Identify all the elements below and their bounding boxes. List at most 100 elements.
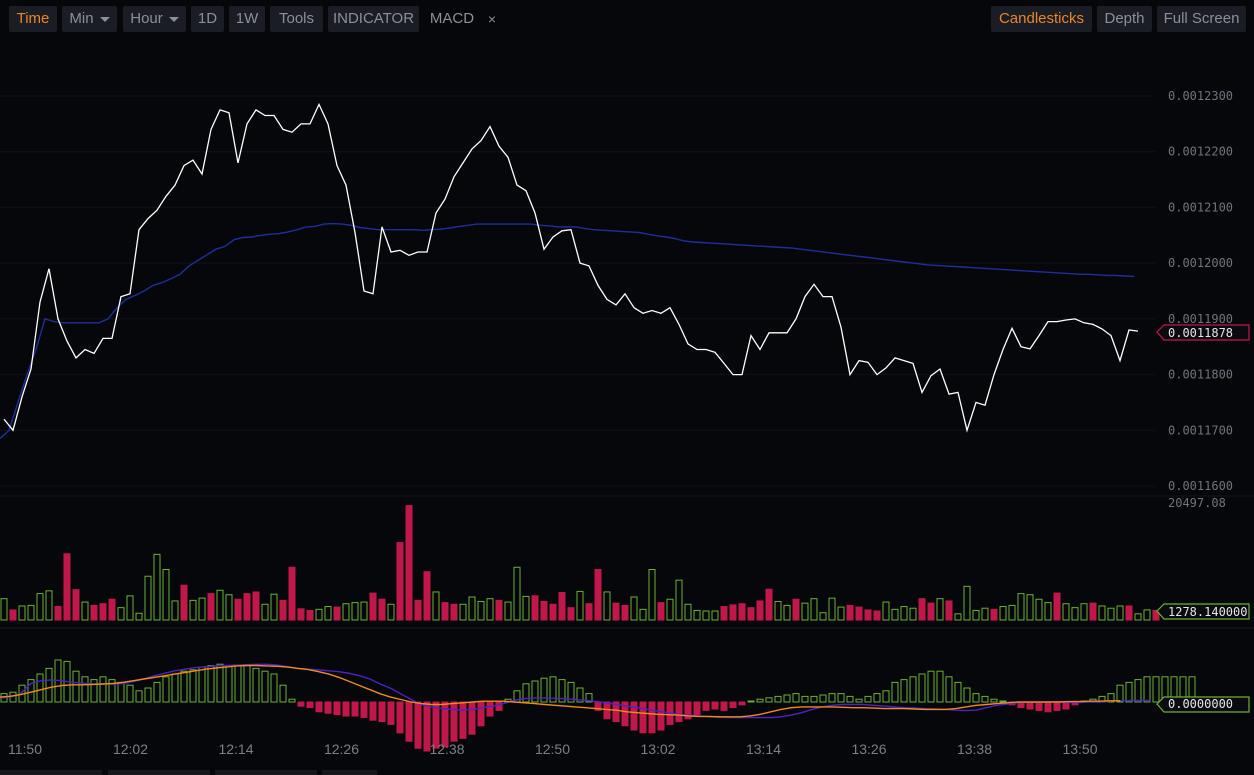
volume-bar [297, 608, 305, 621]
chevron-down-icon [168, 16, 179, 22]
macd-bar [648, 701, 656, 734]
macd-bar [540, 677, 548, 703]
macd-bar [1143, 676, 1151, 703]
volume-bar [1152, 609, 1160, 621]
macd-indicator-tab[interactable]: MACD [429, 10, 475, 27]
volume-bar [765, 588, 773, 621]
macd-bar [954, 681, 962, 703]
volume-bar [1062, 603, 1070, 621]
macd-bar [855, 698, 863, 703]
close-icon[interactable]: × [487, 11, 497, 27]
macd-bar [432, 701, 440, 749]
volume-bar [1035, 598, 1043, 621]
macd-bar [585, 693, 593, 703]
macd-bar [1053, 701, 1061, 711]
macd-bar [216, 663, 224, 703]
1w-button[interactable]: 1W [229, 6, 265, 32]
macd-bar [171, 673, 179, 703]
macd-bar [90, 679, 98, 703]
volume-bar [675, 579, 683, 621]
macd-bar [414, 701, 422, 749]
indicator-button[interactable]: INDICATOR [328, 6, 419, 32]
bottom-tab[interactable] [0, 770, 102, 775]
macd-bar [495, 701, 503, 711]
price-tag: 0.0011878 [1156, 324, 1250, 341]
price-tick-label: 0.0011700 [1168, 423, 1233, 437]
volume-tag-value: 1278.140000 [1168, 605, 1247, 619]
volume-tag: 1278.140000 [1156, 603, 1250, 620]
price-tick-label: 0.0011800 [1168, 368, 1233, 382]
volume-bar [207, 593, 215, 621]
1d-button[interactable]: 1D [191, 6, 224, 32]
macd-bar [981, 695, 989, 703]
macd-dif-line [0, 663, 1151, 719]
time-axis: 11:50 12:02 12:14 12:26 12:38 12:50 13:02 13:14… [8, 741, 1098, 757]
volume-bar [360, 601, 368, 621]
macd-bar [549, 676, 557, 703]
macd-bar [936, 670, 944, 703]
time-tick-label: 13:50 [1062, 741, 1097, 757]
volume-bar [423, 571, 431, 621]
volume-bar [918, 598, 926, 621]
min-dropdown[interactable]: Min [62, 6, 117, 32]
macd-bar [1152, 676, 1160, 703]
macd-bar [441, 701, 449, 748]
macd-bar [801, 695, 809, 703]
volume-bar [288, 566, 296, 621]
volume-bar [990, 608, 998, 621]
macd-bar [693, 701, 701, 716]
macd-bar [288, 698, 296, 703]
macd-bar [342, 701, 350, 717]
volume-bar [909, 607, 917, 621]
volume-bar [792, 598, 800, 621]
volume-bar [1143, 609, 1151, 621]
volume-bar [1134, 613, 1142, 621]
depth-button[interactable]: Depth [1097, 6, 1152, 32]
macd-bar [792, 693, 800, 703]
volume-bar [549, 603, 557, 621]
macd-bar [162, 676, 170, 703]
price-tick-label: 0.0011900 [1168, 312, 1233, 326]
volume-bar [594, 569, 602, 621]
volume-bar [27, 604, 35, 621]
macd-bar [315, 701, 323, 713]
volume-bar [0, 598, 8, 621]
hour-label: Hour [130, 10, 163, 27]
macd-bar [108, 679, 116, 703]
macd-bar [945, 676, 953, 703]
candlesticks-button[interactable]: Candlesticks [991, 6, 1092, 32]
macd-bar [810, 695, 818, 703]
bottom-tab[interactable] [215, 770, 317, 775]
volume-bar [495, 599, 503, 621]
macd-bar [1044, 701, 1052, 713]
volume-bar [657, 602, 665, 621]
macd-bar [639, 701, 647, 734]
macd-bar [729, 701, 737, 709]
volume-bar [54, 606, 62, 621]
hour-dropdown[interactable]: Hour [123, 6, 186, 32]
time-tick-label: 12:38 [429, 741, 464, 757]
macd-bar [882, 690, 890, 703]
price-chart[interactable]: 0.0012300 0.0012200 0.0012100 0.0012000 0.00… [0, 38, 1254, 770]
volume-bar [441, 602, 449, 621]
macd-bar [477, 701, 485, 727]
macd-bar [873, 693, 881, 703]
bottom-tab[interactable] [322, 770, 377, 775]
macd-bar [603, 701, 611, 720]
time-tick-label: 12:50 [535, 741, 570, 757]
time-button[interactable]: Time [9, 6, 57, 32]
volume-bar [486, 598, 494, 621]
bottom-tab[interactable] [108, 770, 210, 775]
macd-bar [450, 701, 458, 742]
macd-bar [738, 701, 746, 706]
volume-bar [900, 606, 908, 621]
volume-bar [333, 606, 341, 621]
macd-bar [702, 701, 710, 711]
tools-button[interactable]: Tools [270, 6, 323, 32]
time-tick-label: 13:02 [640, 741, 675, 757]
volume-bar [144, 575, 152, 621]
macd-bar [684, 701, 692, 720]
fullscreen-button[interactable]: Full Screen [1157, 6, 1246, 32]
volume-bar [135, 612, 143, 621]
volume-bar [369, 592, 377, 621]
